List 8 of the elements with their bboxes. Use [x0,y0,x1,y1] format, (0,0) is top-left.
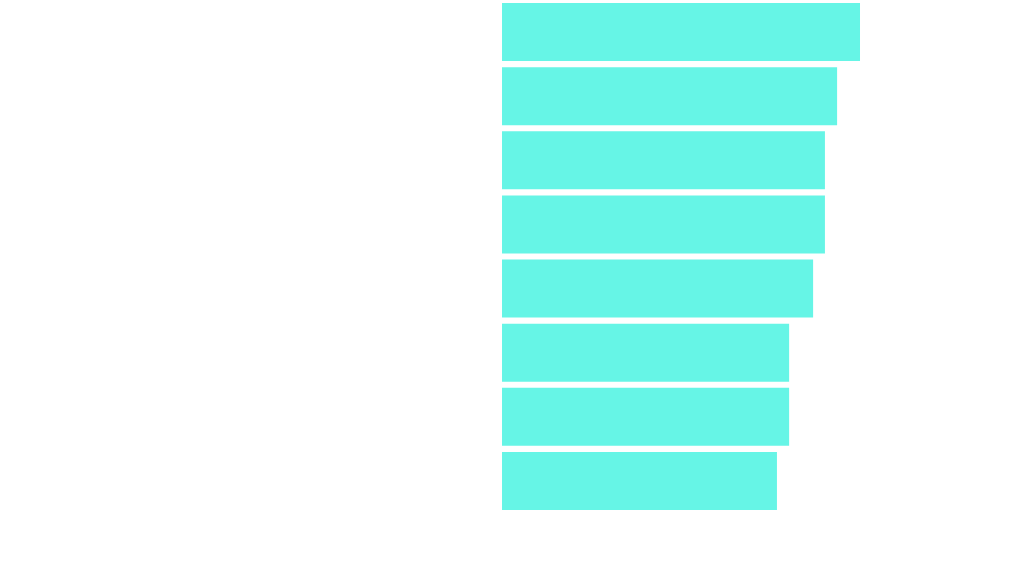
bar [502,259,814,318]
bar [502,451,777,510]
bar [502,323,790,382]
bar [502,387,790,446]
bar [502,67,838,126]
bar [502,195,825,254]
bar [502,3,861,62]
bar [502,131,825,190]
